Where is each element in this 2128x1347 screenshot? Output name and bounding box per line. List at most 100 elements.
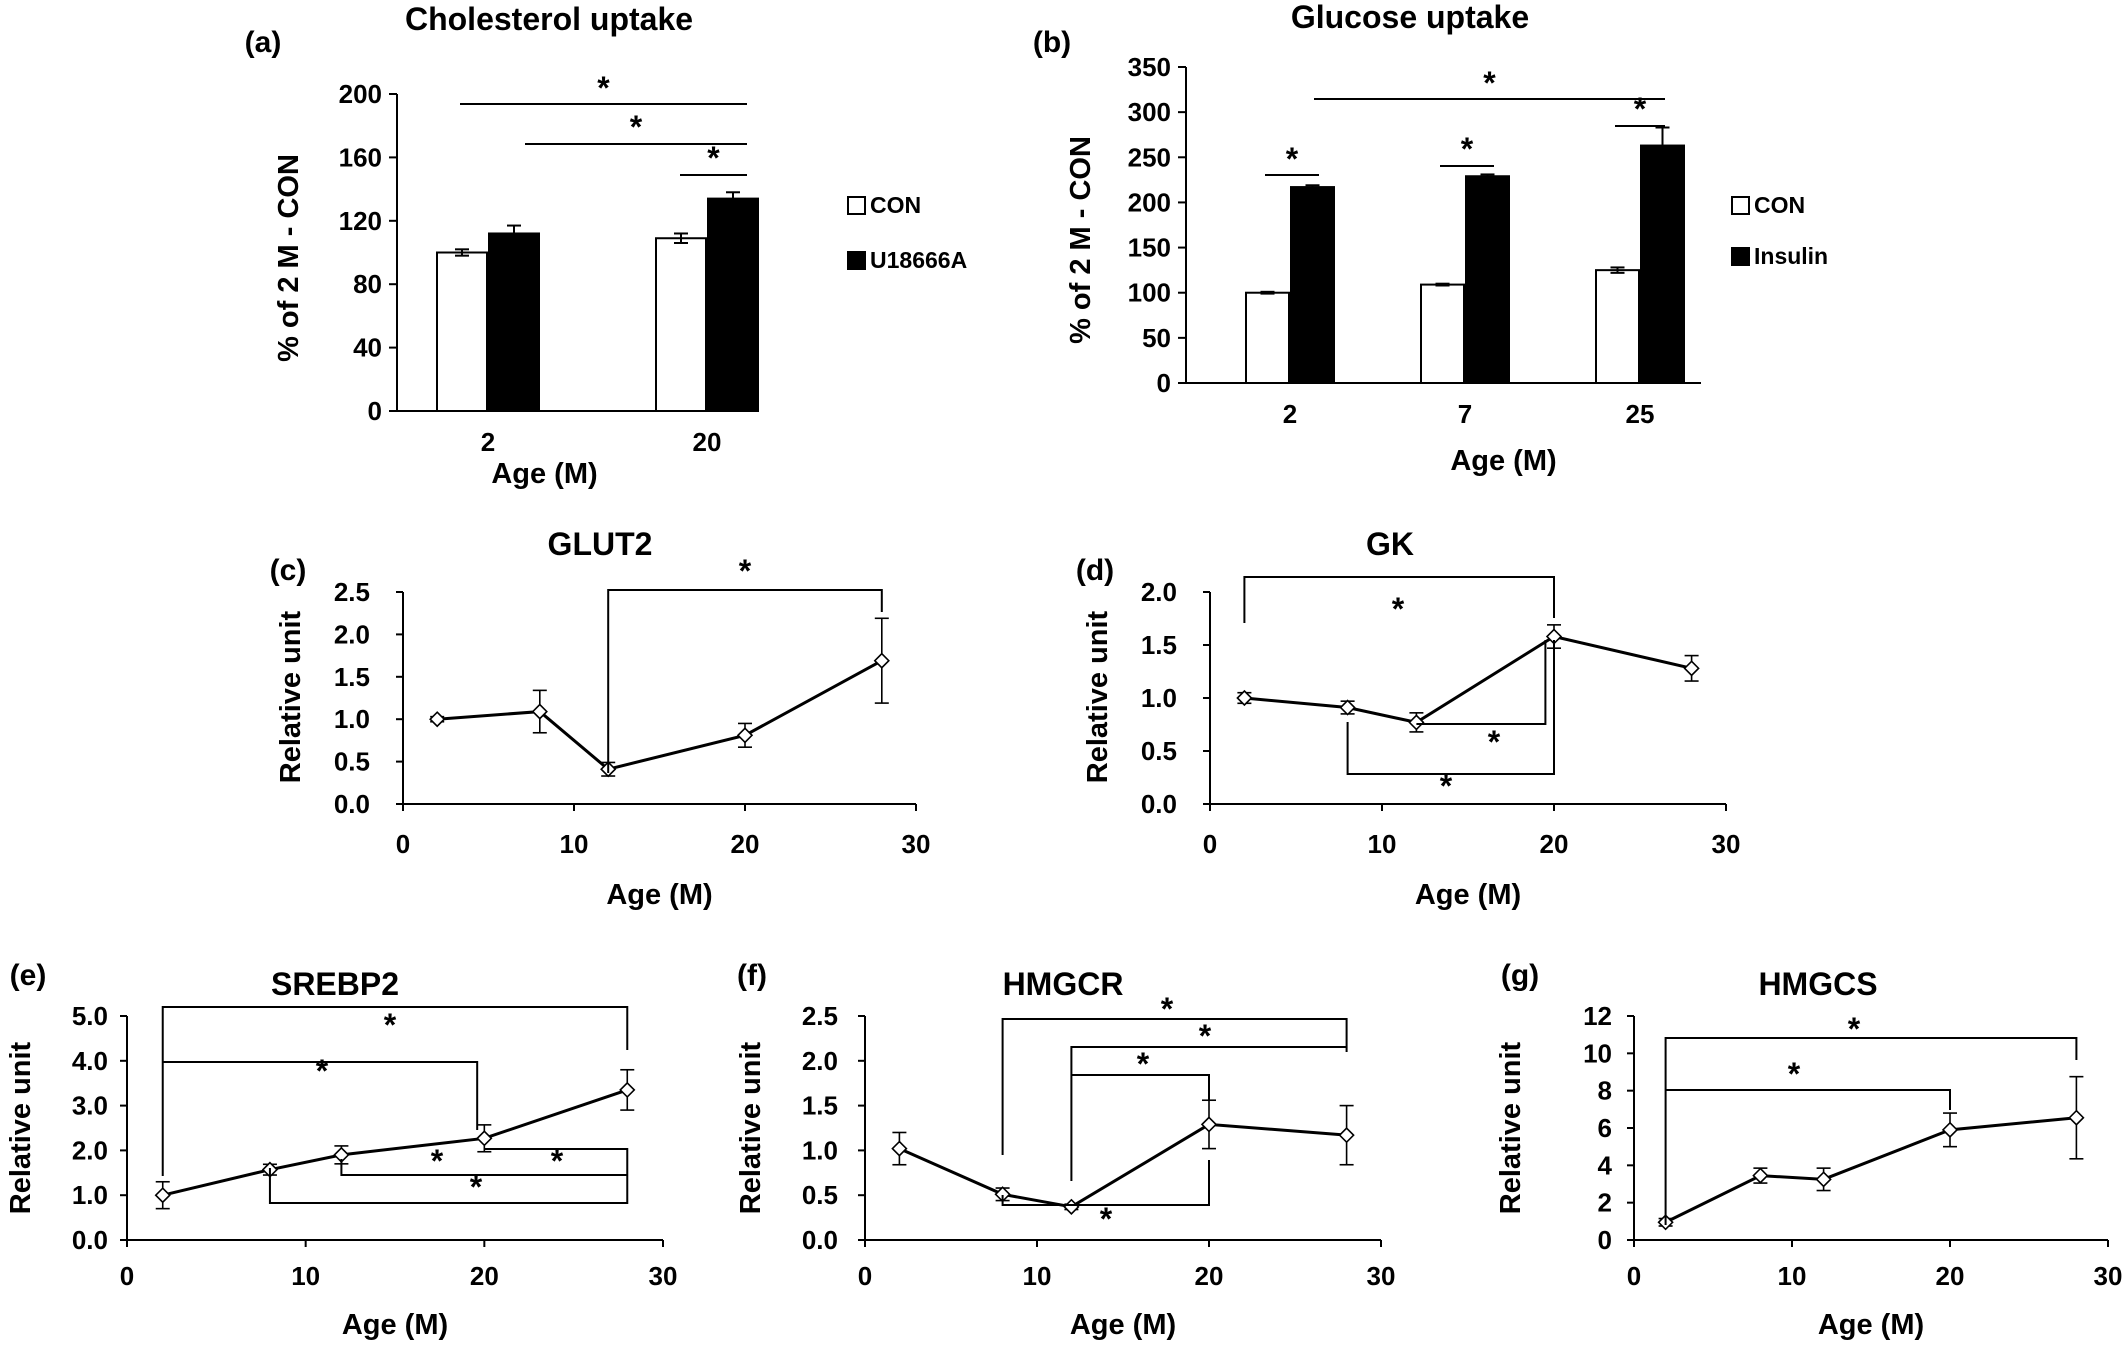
x-tick-label: 30	[649, 1261, 678, 1291]
significance-star: *	[1848, 1011, 1861, 1047]
y-axis-label: % of 2 M - CON	[273, 154, 305, 362]
x-tick-label: 20	[470, 1261, 499, 1291]
bar-insulin	[1290, 186, 1335, 384]
y-tick-label: 100	[1128, 278, 1171, 308]
y-tick-label: 2.0	[334, 619, 370, 649]
x-axis-label: Age (M)	[1818, 1309, 1924, 1341]
significance-bracket	[1001, 1018, 1348, 1155]
x-tick-label: 10	[560, 829, 589, 859]
y-tick-label: 0.0	[72, 1225, 108, 1255]
y-tick-label: 160	[339, 142, 382, 172]
chart-title: SREBP2	[271, 966, 399, 1002]
significance-star: *	[707, 140, 720, 176]
y-axis-label: Relative unit	[275, 610, 307, 783]
significance-star: *	[1488, 724, 1501, 760]
data-point	[1339, 699, 1356, 716]
legend-swatch	[1731, 247, 1750, 266]
significance-bracket	[161, 1006, 629, 1176]
data-point	[2068, 1109, 2085, 1126]
x-tick-label: 25	[1626, 399, 1655, 429]
legend-label: CON	[870, 192, 921, 218]
x-tick-label: 2	[481, 427, 495, 457]
y-tick-label: 120	[339, 206, 382, 236]
x-tick-label: 0	[858, 1261, 872, 1291]
significance-star: *	[630, 109, 643, 145]
y-tick-label: 8	[1598, 1076, 1612, 1106]
y-tick-label: 350	[1128, 52, 1171, 82]
data-point	[619, 1081, 636, 1099]
bar-insulin	[1640, 144, 1685, 384]
panel-label: (b)	[1033, 26, 1071, 59]
x-tick-label: 10	[1778, 1261, 1807, 1291]
x-tick-label: 10	[1368, 829, 1397, 859]
significance-star: *	[1137, 1046, 1150, 1082]
significance-bracket	[1416, 640, 1547, 725]
significance-bracket	[607, 589, 883, 773]
data-point	[1338, 1127, 1355, 1144]
significance-star: *	[316, 1053, 329, 1089]
data-line	[437, 659, 883, 771]
y-tick-label: 0.0	[802, 1225, 838, 1255]
x-tick-label: 20	[693, 427, 722, 457]
data-point	[891, 1140, 908, 1157]
x-axis-label: Age (M)	[1070, 1309, 1176, 1341]
y-tick-label: 0.5	[1141, 736, 1177, 766]
data-point	[1200, 1116, 1218, 1133]
panel-label: (f)	[737, 959, 767, 992]
data-point	[1941, 1121, 1959, 1138]
x-axis-label: Age (M)	[491, 458, 597, 490]
panel-label: (c)	[270, 554, 307, 587]
data-point	[1408, 714, 1425, 731]
legend-swatch	[847, 251, 866, 270]
y-tick-label: 2.0	[1141, 577, 1177, 607]
x-axis-label: Age (M)	[342, 1309, 448, 1341]
y-tick-label: 0	[368, 396, 382, 426]
data-point	[1063, 1198, 1080, 1215]
y-tick-label: 0	[1157, 368, 1171, 398]
significance-star: *	[1483, 65, 1496, 101]
significance-star: *	[470, 1169, 483, 1205]
x-tick-label: 0	[396, 829, 410, 859]
panel-label: (e)	[10, 959, 47, 992]
bar-con	[655, 237, 707, 412]
panel-label: (d)	[1076, 554, 1114, 587]
y-tick-label: 1.0	[1141, 683, 1177, 713]
x-tick-label: 30	[902, 829, 931, 859]
x-tick-label: 10	[291, 1261, 320, 1291]
significance-bracket	[1243, 576, 1555, 623]
significance-star: *	[1392, 591, 1405, 627]
chart-title: Glucose uptake	[1291, 0, 1529, 35]
y-tick-label: 150	[1128, 233, 1171, 263]
significance-bracket	[1664, 1037, 2078, 1225]
y-tick-label: 4	[1598, 1150, 1613, 1180]
y-tick-label: 200	[339, 79, 382, 109]
significance-bracket	[340, 1159, 628, 1176]
data-point	[1815, 1171, 1832, 1188]
y-tick-label: 1.5	[802, 1091, 838, 1121]
significance-bracket	[162, 1061, 479, 1130]
x-tick-label: 0	[120, 1261, 134, 1291]
y-tick-label: 0.5	[334, 747, 370, 777]
data-line	[1244, 634, 1692, 724]
legend-label: CON	[1754, 192, 1805, 218]
bar-con	[1595, 269, 1640, 384]
x-tick-label: 20	[1195, 1261, 1224, 1291]
bar-insulin	[1465, 175, 1510, 384]
x-tick-label: 30	[2094, 1261, 2123, 1291]
legend-swatch	[847, 196, 866, 215]
x-tick-label: 30	[1367, 1261, 1396, 1291]
data-line	[1664, 1116, 2077, 1224]
y-tick-label: 80	[353, 269, 382, 299]
significance-bracket	[1070, 1046, 1347, 1181]
y-tick-label: 1.5	[334, 662, 370, 692]
y-tick-label: 5.0	[72, 1001, 108, 1031]
data-point	[1236, 689, 1253, 707]
chart-title: HMGCS	[1758, 966, 1877, 1002]
significance-star: *	[1199, 1018, 1212, 1054]
chart-title: GK	[1366, 526, 1414, 562]
bar-con	[1245, 291, 1290, 385]
data-point	[476, 1130, 493, 1147]
bar-con	[436, 251, 488, 412]
data-point	[1752, 1167, 1769, 1184]
